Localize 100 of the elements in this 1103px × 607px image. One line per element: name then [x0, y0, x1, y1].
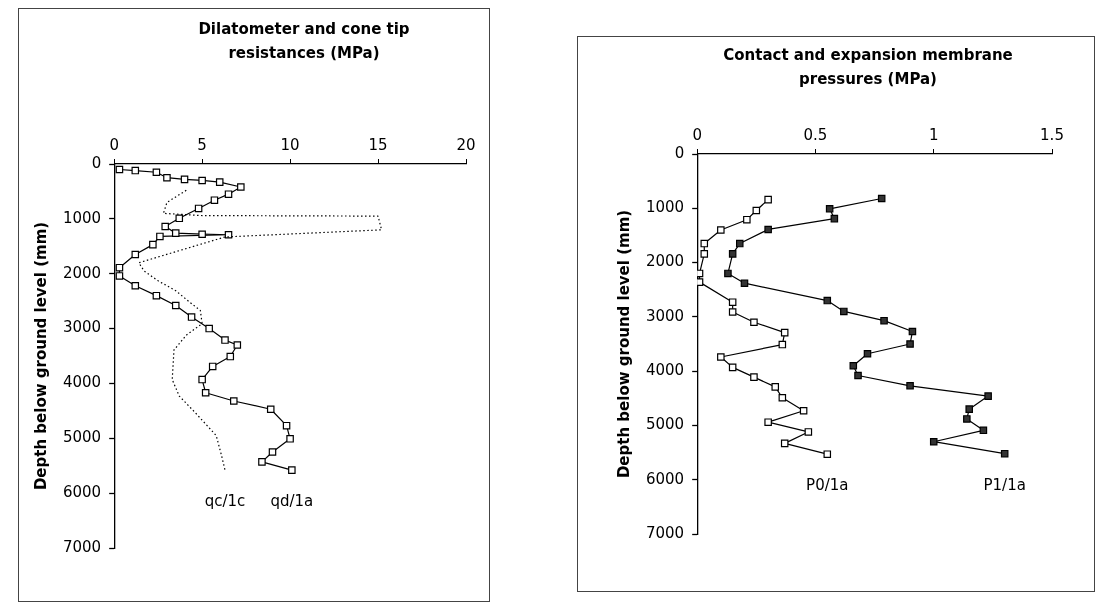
point	[825, 205, 834, 213]
point	[728, 250, 737, 258]
point	[161, 222, 169, 231]
x-tick-label: 10	[280, 135, 300, 154]
y-tick-label: 5000	[645, 415, 685, 434]
point	[863, 349, 872, 358]
point	[131, 166, 140, 175]
point	[717, 353, 725, 361]
point	[849, 361, 858, 370]
x-tick-label: 20	[456, 135, 476, 154]
point	[984, 392, 992, 400]
y-tick-label: 3000	[645, 306, 685, 325]
point	[780, 439, 789, 448]
y-tick-label: 0	[91, 153, 102, 172]
point	[740, 279, 749, 287]
point	[288, 466, 296, 474]
point	[221, 336, 229, 344]
point	[724, 269, 732, 278]
point	[187, 313, 196, 321]
point	[877, 194, 886, 203]
point	[171, 229, 180, 237]
y-tick-label: 3000	[62, 318, 102, 337]
x-axis-title: Contact and expansion membrane pressures (MPa)	[722, 45, 1014, 90]
point	[906, 382, 914, 390]
point	[210, 196, 219, 204]
point	[752, 206, 761, 215]
point	[224, 190, 233, 198]
point	[198, 375, 206, 384]
point	[1000, 449, 1009, 458]
x-tick-label: 0	[109, 135, 119, 154]
y-tick-label: 7000	[62, 537, 102, 556]
point	[152, 168, 161, 177]
x-tick-label: 0	[692, 125, 702, 144]
point	[115, 263, 124, 272]
y-tick-label: 4000	[62, 373, 102, 392]
point	[131, 250, 140, 259]
point	[115, 272, 124, 280]
y-tick-label: 1000	[645, 198, 685, 217]
point	[728, 308, 737, 316]
x-tick-label: 5	[197, 135, 207, 154]
series-label: qd/1a	[270, 491, 314, 510]
x-tick-label: 1.5	[1040, 125, 1064, 144]
point	[717, 226, 725, 234]
point	[149, 240, 157, 249]
series-label: P0/1a	[806, 476, 849, 495]
point	[268, 448, 277, 456]
x-tick-label: 1	[928, 125, 939, 144]
point	[237, 183, 245, 191]
y-axis-title: Depth below ground level (mm)	[614, 209, 633, 479]
y-tick-label: 4000	[645, 361, 685, 380]
point	[799, 406, 808, 415]
point	[286, 435, 294, 443]
point	[906, 340, 914, 348]
point	[735, 239, 744, 248]
point	[750, 373, 758, 381]
point	[764, 418, 772, 426]
point	[854, 371, 862, 380]
x-axis-title: Dilatometer and cone tip resistances (MPa)	[197, 19, 411, 64]
point	[840, 307, 848, 316]
point	[771, 383, 780, 391]
x-tick-label: 15	[368, 135, 388, 154]
point	[750, 318, 758, 327]
y-tick-label: 5000	[62, 428, 102, 447]
point	[823, 450, 832, 458]
point	[233, 341, 242, 349]
point	[979, 426, 988, 435]
point	[156, 232, 164, 241]
point	[880, 316, 888, 325]
point	[163, 173, 171, 182]
point	[823, 296, 832, 305]
x-tick-label: 0.5	[803, 125, 828, 144]
series-label: qc/1c	[204, 491, 246, 510]
point	[131, 282, 140, 290]
y-tick-label: 7000	[645, 523, 685, 542]
point	[258, 458, 266, 466]
point	[215, 178, 224, 186]
point	[929, 437, 938, 446]
point	[205, 324, 213, 333]
point	[226, 352, 235, 361]
point	[201, 388, 210, 397]
point	[764, 225, 772, 234]
point	[778, 393, 787, 402]
point	[198, 230, 206, 238]
point	[282, 421, 291, 430]
point	[175, 214, 184, 223]
point	[764, 195, 772, 204]
point	[208, 362, 217, 371]
point	[171, 301, 180, 310]
point	[198, 176, 206, 185]
y-tick-label: 6000	[62, 483, 102, 502]
point	[743, 215, 751, 224]
point	[780, 328, 789, 337]
point	[700, 250, 709, 258]
y-tick-label: 6000	[645, 469, 685, 488]
series-label: P1/1a	[983, 475, 1026, 494]
y-tick-label: 2000	[645, 252, 685, 271]
y-tick-label: 2000	[62, 263, 102, 282]
point	[230, 397, 238, 405]
point	[700, 239, 709, 248]
y-tick-label: 1000	[62, 208, 102, 227]
